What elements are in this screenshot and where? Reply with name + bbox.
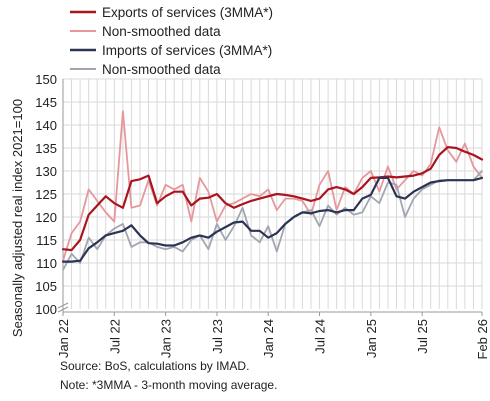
legend: Exports of services (3MMA*) Non-smoothed … [70, 5, 273, 77]
gridlines [62, 78, 483, 309]
legend-label: Non-smoothed data [102, 62, 221, 77]
x-tick-label: Jan 23 [159, 319, 174, 358]
y-tick-label: 130 [35, 164, 57, 179]
x-axis: Jan 22 Jul 22 Jan 23 Jul 23 Jan 24 Jul 24 Jan … [56, 311, 490, 359]
y-tick-label: 125 [35, 187, 57, 202]
y-tick-label: 110 [36, 256, 57, 271]
y-tick-label: 120 [35, 210, 57, 225]
footnote: Note: *3MMA - 3-month moving average. [60, 378, 278, 392]
series-line-3 [62, 170, 483, 271]
x-tick-label: Jan 25 [364, 319, 379, 358]
series-line-1 [62, 110, 483, 262]
x-tick-label: Jul 25 [415, 319, 430, 354]
y-tick-label: 150 [35, 72, 57, 87]
y-tick-label: 100 [35, 302, 57, 317]
x-tick-label: Feb 26 [475, 319, 490, 359]
y-tick-label: 145 [35, 95, 57, 110]
x-tick-label: Jul 22 [107, 319, 122, 354]
x-tick-label: Jan 22 [56, 319, 71, 358]
x-tick-label: Jul 23 [210, 319, 225, 354]
y-axis-label: Seasonally adjusted real index 2021=100 [10, 99, 25, 337]
legend-label: Imports of services (3MMA*) [102, 43, 272, 58]
y-tick-label: 115 [36, 233, 57, 248]
x-tick-label: Jul 24 [313, 319, 328, 354]
y-tick-label: 140 [35, 118, 57, 133]
y-tick-label: 135 [35, 141, 57, 156]
series-line-0 [61, 146, 484, 252]
x-tick-label: Jan 24 [261, 319, 276, 358]
series-line-2 [61, 176, 484, 263]
y-tick-label: 105 [35, 279, 57, 294]
legend-label: Non-smoothed data [102, 24, 221, 39]
source-note: Source: BoS, calculations by IMAD. [60, 359, 250, 373]
y-axis: 100 105 110 115 120 125 130 135 140 145 150 [35, 72, 69, 317]
axis-break-marker [57, 302, 69, 313]
series-lines [61, 110, 484, 271]
legend-label: Exports of services (3MMA*) [102, 5, 273, 20]
